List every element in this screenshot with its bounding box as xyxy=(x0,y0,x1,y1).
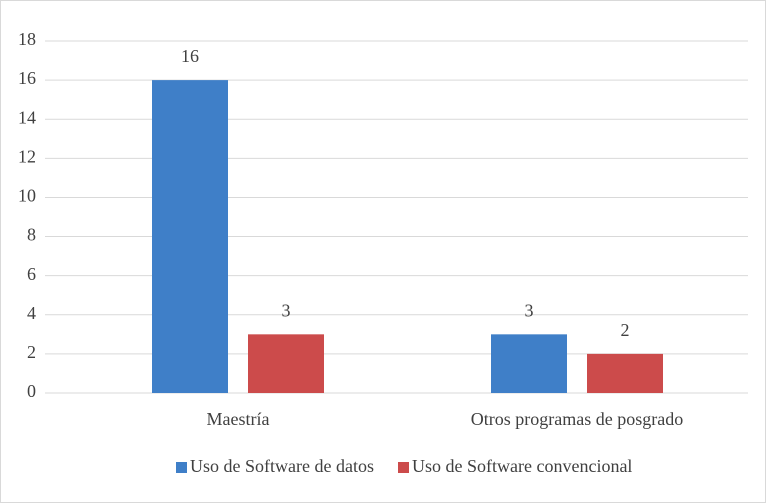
y-tick-label: 10 xyxy=(18,186,36,206)
data-label: 2 xyxy=(621,320,630,340)
bar xyxy=(587,353,663,393)
y-tick-label: 6 xyxy=(27,264,36,284)
y-tick-label: 8 xyxy=(27,225,36,245)
y-tick-label: 18 xyxy=(18,29,36,49)
data-label: 16 xyxy=(181,46,199,66)
x-tick-label: Maestría xyxy=(207,409,270,429)
y-tick-label: 12 xyxy=(18,146,36,166)
legend-swatch xyxy=(398,462,409,473)
legend-label: Uso de Software de datos xyxy=(190,456,374,476)
legend-swatch xyxy=(176,462,187,473)
bar xyxy=(248,334,324,393)
bar xyxy=(152,80,228,393)
y-tick-label: 14 xyxy=(18,107,36,127)
y-tick-label: 16 xyxy=(18,68,36,88)
y-tick-label: 2 xyxy=(27,342,36,362)
data-label: 3 xyxy=(282,300,291,320)
y-tick-label: 4 xyxy=(27,303,36,323)
data-label: 3 xyxy=(525,300,534,320)
y-tick-label: 0 xyxy=(27,381,36,401)
legend-label: Uso de Software convencional xyxy=(412,456,632,476)
x-tick-label: Otros programas de posgrado xyxy=(471,409,683,429)
bar xyxy=(491,334,567,393)
